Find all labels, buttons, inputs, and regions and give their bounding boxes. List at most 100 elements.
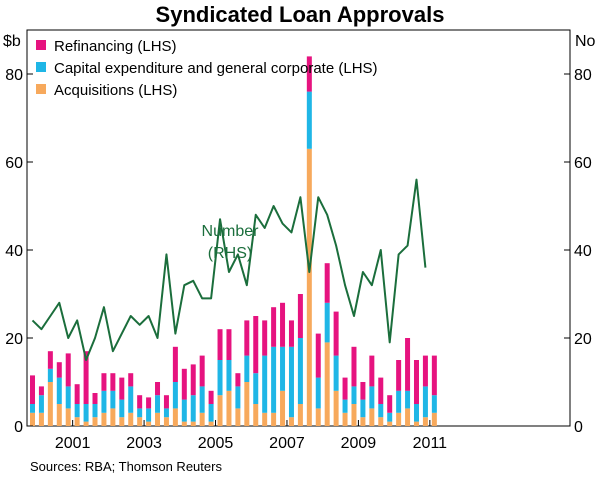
left-axis-unit: $b: [3, 33, 21, 50]
bar-acquisitions: [333, 390, 339, 426]
bar-refinancing: [333, 311, 339, 356]
bar-refinancing: [405, 338, 411, 391]
bar-capex: [413, 404, 419, 422]
bar-capex: [56, 377, 62, 404]
bar-capex: [360, 399, 366, 418]
bar-capex: [83, 404, 89, 422]
bar-acquisitions: [387, 421, 393, 426]
bar-refinancing: [74, 384, 80, 404]
bar-acquisitions: [342, 412, 348, 426]
bar-refinancing: [110, 373, 116, 391]
legend: Refinancing (LHS) Capital expenditure and…: [36, 38, 378, 99]
annotation-number-label: Number: [202, 223, 260, 240]
bar-acquisitions: [351, 404, 357, 426]
y-tick-label-right: 80: [574, 67, 592, 84]
bar-capex: [306, 91, 312, 149]
bar-refinancing: [422, 355, 428, 387]
bar-refinancing: [217, 329, 223, 360]
legend-label-acquisitions: Acquisitions (LHS): [54, 82, 177, 99]
x-tick-label: 2007: [269, 435, 305, 452]
bar-refinancing: [369, 355, 375, 387]
bar-acquisitions: [208, 421, 214, 426]
bar-capex: [172, 382, 178, 409]
legend-label-capex: Capital expenditure and general corporat…: [54, 60, 378, 77]
bar-acquisitions: [315, 408, 321, 426]
bar-refinancing: [92, 393, 98, 404]
bar-refinancing: [137, 395, 143, 409]
bar-capex: [342, 399, 348, 413]
bar-acquisitions: [396, 412, 402, 426]
legend-swatch-capex: [36, 62, 46, 72]
bar-capex: [262, 355, 268, 413]
axis-layer: 0 0 20 20 40 40 60 60 80 80 2001 2003 2005 2007 2009 20…: [5, 67, 592, 452]
bar-capex: [387, 412, 393, 422]
y-tick-label-right: 60: [574, 155, 592, 172]
bar-refinancing: [38, 386, 44, 396]
bar-refinancing: [413, 360, 419, 404]
bar-capex: [253, 373, 259, 404]
bar-refinancing: [163, 395, 169, 409]
bar-refinancing: [280, 302, 286, 347]
source-note: Sources: RBA; Thomson Reuters: [30, 459, 222, 474]
bar-acquisitions: [199, 412, 205, 426]
bar-refinancing: [119, 377, 125, 400]
bar-acquisitions: [74, 417, 80, 426]
bar-acquisitions: [47, 382, 53, 426]
bar-capex: [101, 390, 107, 413]
bar-refinancing: [128, 373, 134, 387]
bar-acquisitions: [431, 412, 437, 426]
y-tick-label-left: 40: [5, 243, 23, 260]
bar-acquisitions: [405, 408, 411, 426]
line-layer: [31, 178, 427, 361]
bar-capex: [280, 346, 286, 391]
bar-refinancing: [190, 364, 196, 396]
bar-refinancing: [262, 320, 268, 356]
bar-refinancing: [83, 351, 89, 404]
bar-refinancing: [47, 351, 53, 369]
bar-capex: [351, 386, 357, 404]
bar-refinancing: [297, 294, 303, 338]
bar-capex: [65, 386, 71, 409]
bar-acquisitions: [146, 421, 152, 426]
bar-refinancing: [208, 390, 214, 404]
bar-capex: [271, 346, 277, 413]
bar-acquisitions: [324, 342, 330, 426]
bar-capex: [431, 395, 437, 413]
bar-acquisitions: [297, 404, 303, 426]
bar-capex: [226, 360, 232, 391]
bar-capex: [315, 377, 321, 409]
bar-acquisitions: [155, 412, 161, 426]
bar-acquisitions: [413, 421, 419, 426]
bar-acquisitions: [271, 412, 277, 426]
bar-capex: [199, 386, 205, 413]
bar-acquisitions: [119, 417, 125, 426]
bar-capex: [369, 386, 375, 409]
bar-capex: [217, 360, 223, 396]
legend-label-refinancing: Refinancing (LHS): [54, 38, 177, 55]
bar-refinancing: [271, 307, 277, 347]
bar-acquisitions: [378, 417, 384, 426]
bar-refinancing: [146, 397, 152, 409]
bar-acquisitions: [65, 408, 71, 426]
bar-acquisitions: [262, 412, 268, 426]
bar-refinancing: [431, 355, 437, 396]
bar-refinancing: [351, 346, 357, 387]
bar-capex: [378, 404, 384, 418]
bar-capex: [288, 346, 294, 418]
bar-refinancing: [226, 329, 232, 360]
bar-capex: [74, 404, 80, 418]
bar-acquisitions: [30, 412, 35, 426]
bar-refinancing: [387, 395, 393, 413]
legend-swatch-refinancing: [36, 40, 46, 50]
bar-capex: [324, 302, 330, 343]
bar-refinancing: [342, 377, 348, 400]
bar-acquisitions: [244, 382, 250, 426]
series-line-number: [31, 178, 427, 361]
bar-acquisitions: [226, 390, 232, 426]
bar-refinancing: [378, 377, 384, 404]
bar-acquisitions: [181, 421, 187, 426]
bars-layer: [30, 56, 437, 427]
bar-refinancing: [30, 375, 35, 404]
y-tick-label-left: 0: [14, 419, 23, 436]
bar-acquisitions: [137, 417, 143, 426]
